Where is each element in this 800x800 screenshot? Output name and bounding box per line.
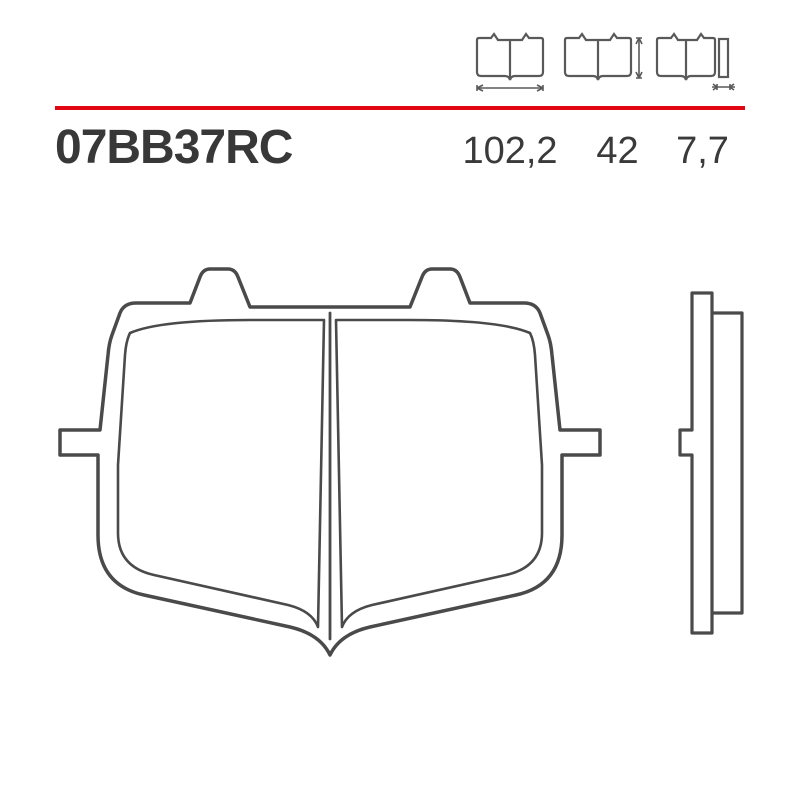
- thickness-dimension-icon: [653, 32, 735, 92]
- specification-row: 07BB37RC 102,2 42 7,7: [55, 120, 745, 175]
- dimension-icons-row: [469, 32, 735, 92]
- side-view: [680, 293, 742, 633]
- thickness-value: 7,7: [660, 130, 745, 173]
- red-divider-line: [55, 106, 745, 110]
- front-view-inner: [118, 313, 542, 639]
- part-number-label: 07BB37RC: [55, 120, 292, 175]
- technical-drawing: [40, 235, 760, 715]
- height-dimension-icon: [561, 32, 643, 92]
- dimensions-group: 102,2 42 7,7: [445, 130, 745, 173]
- width-dimension-icon: [469, 32, 551, 92]
- height-value: 42: [575, 130, 660, 173]
- width-value: 102,2: [445, 130, 575, 173]
